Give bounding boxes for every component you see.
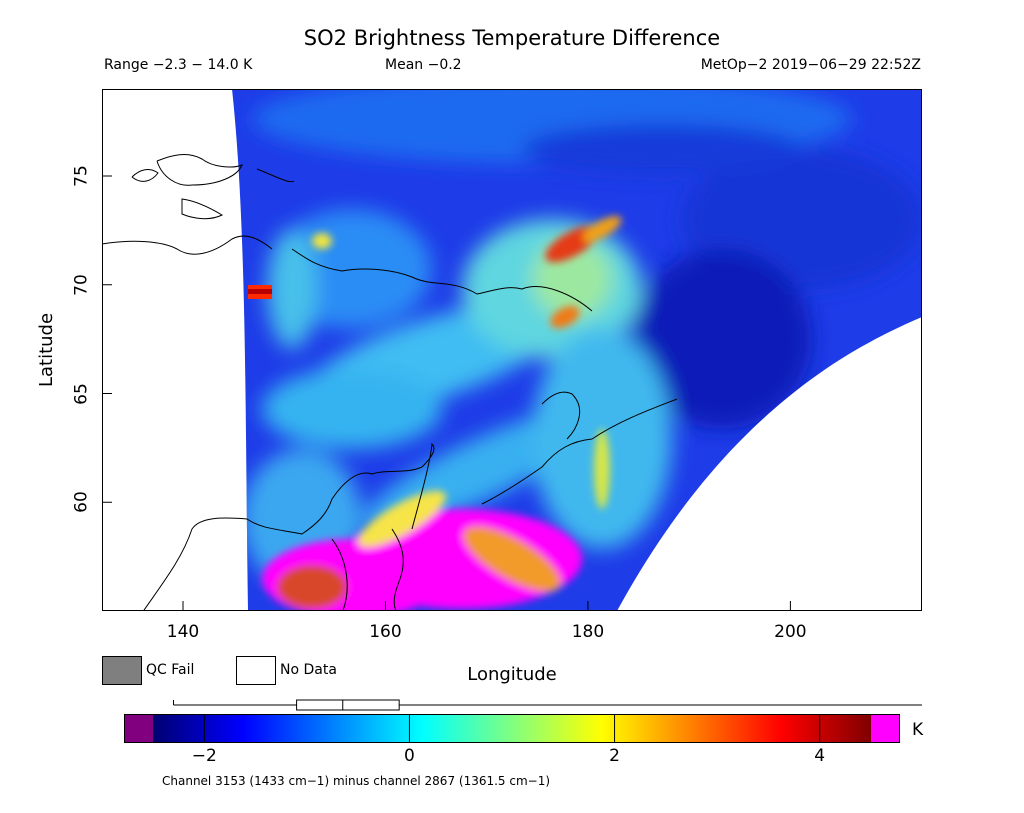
satellite-time-label: MetOp−2 2019−06−29 22:52Z	[700, 57, 921, 73]
axis-ticks	[102, 175, 791, 611]
map-panel	[102, 89, 922, 611]
colorbar-tick-label: 0	[404, 746, 415, 766]
x-axis-label: Longitude	[467, 664, 557, 685]
no-data-swatch	[236, 656, 276, 685]
x-tick-label: 160	[369, 622, 402, 642]
colorbar-underflow	[124, 714, 153, 743]
colorbar-overflow	[871, 714, 900, 743]
colorbar-ticks	[203, 714, 821, 743]
colorbar-tick-label: 2	[609, 746, 620, 766]
colorbar-unit: K	[912, 720, 924, 740]
swath-data	[232, 89, 922, 611]
x-tick-label: 180	[571, 622, 605, 642]
coastlines	[102, 154, 678, 611]
y-tick-label: 60	[71, 491, 92, 514]
y-axis-label: Latitude	[36, 312, 57, 388]
colorbar-caption: Channel 3153 (1433 cm−1) minus channel 2…	[162, 774, 551, 788]
mean-label: Mean −0.2	[385, 57, 462, 73]
no-data-label: No Data	[280, 662, 337, 678]
y-tick-label: 70	[71, 273, 92, 296]
so2-map	[102, 89, 922, 611]
whisker-box	[296, 699, 400, 711]
map-border	[102, 89, 922, 611]
chart-title: SO2 Brightness Temperature Difference	[303, 26, 721, 50]
x-tick-label: 140	[166, 622, 200, 642]
qc-fail-label: QC Fail	[146, 662, 195, 678]
y-tick-label: 75	[71, 165, 92, 187]
colorbar-frame	[124, 714, 900, 743]
y-tick-label: 65	[71, 382, 92, 405]
qc-fail-swatch	[102, 656, 142, 685]
x-tick-label: 200	[774, 622, 807, 642]
colorbar-tick-label: 4	[814, 746, 826, 766]
colorbar-gradient	[153, 714, 871, 743]
range-label: Range −2.3 − 14.0 K	[104, 57, 253, 73]
colorbar-tick-label: −2	[191, 746, 217, 766]
